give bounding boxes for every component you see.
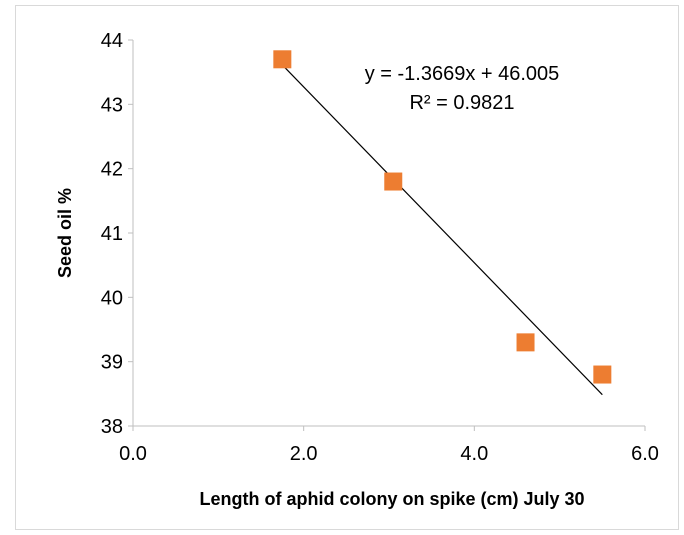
trendline	[281, 64, 603, 396]
x-tick-label: 2.0	[290, 443, 318, 465]
y-tick-label: 43	[101, 94, 123, 116]
trendline-r2: R² = 0.9821	[409, 92, 514, 114]
x-tick-labels: 0.0 2.0 4.0 6.0	[119, 426, 659, 465]
chart-area	[15, 5, 679, 530]
y-tick-labels: 38 39 40 41 42 43 44	[101, 30, 133, 438]
x-tick-label: 0.0	[119, 443, 147, 465]
y-tick-label: 38	[101, 416, 123, 438]
data-points	[273, 50, 612, 384]
y-tick-label: 44	[101, 30, 123, 52]
y-axis-title: Seed oil %	[55, 188, 75, 278]
axes	[132, 40, 645, 427]
y-tick-label: 40	[101, 287, 123, 309]
data-point	[516, 333, 535, 352]
trendline-equation: y = -1.3669x + 46.005	[365, 63, 560, 85]
data-point	[273, 50, 292, 69]
x-axis-title: Length of aphid colony on spike (cm) Jul…	[199, 489, 584, 509]
y-tick-label: 42	[101, 159, 123, 181]
x-tick-label: 4.0	[460, 443, 488, 465]
y-tick-label: 41	[101, 223, 123, 245]
x-tick-label: 6.0	[631, 443, 659, 465]
y-tick-label: 39	[101, 352, 123, 374]
data-point	[384, 172, 403, 191]
data-point	[593, 365, 612, 384]
trendline-group	[281, 64, 603, 396]
